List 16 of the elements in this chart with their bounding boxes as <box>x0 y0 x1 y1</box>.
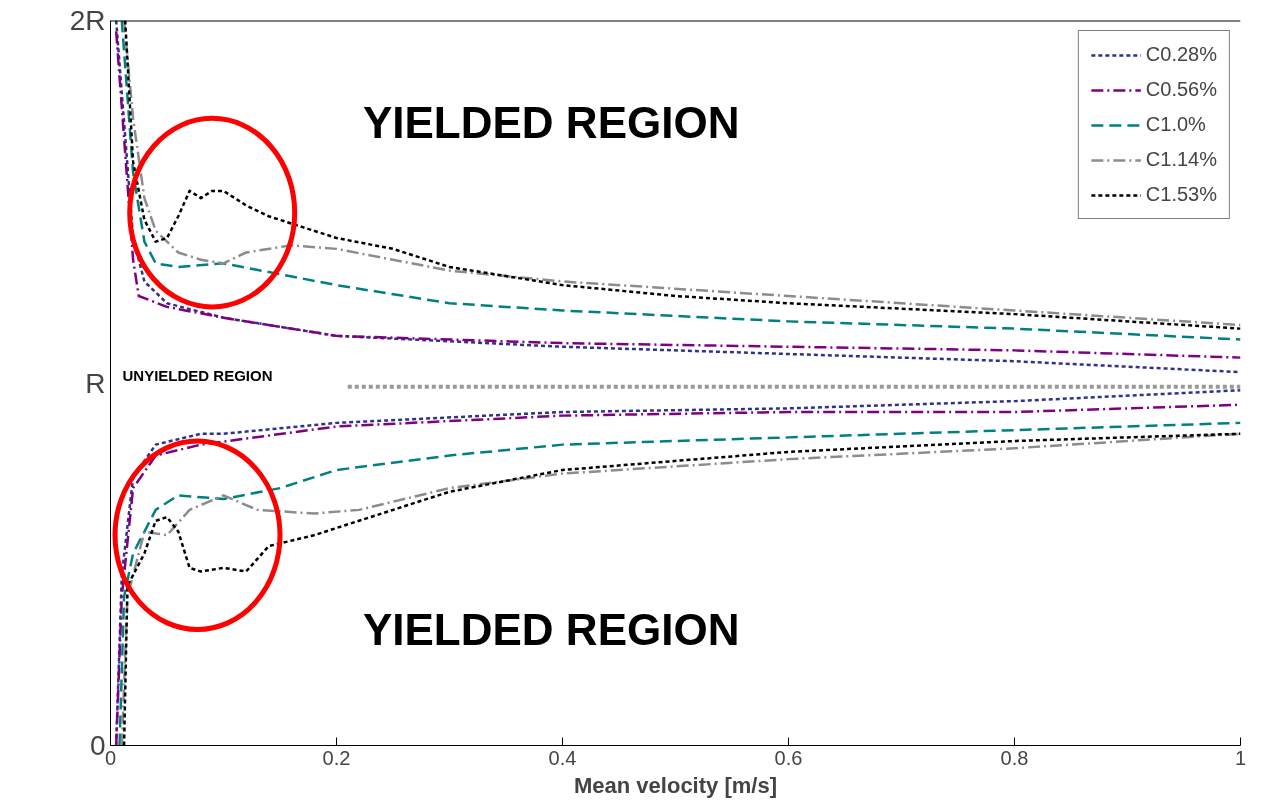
x-tick-label: 0.6 <box>774 746 803 769</box>
y-tick-label: R <box>85 367 106 399</box>
x-axis-title: Mean velocity [m/s] <box>574 772 777 798</box>
x-tick-label: 0.4 <box>548 746 577 769</box>
annotation: YIELDED REGION <box>362 605 740 654</box>
y-tick-label: 2R <box>69 5 106 36</box>
legend-label: C0.28% <box>1145 43 1217 66</box>
legend-label: C1.53% <box>1145 183 1217 206</box>
annotation: UNYIELDED REGION <box>122 367 273 385</box>
x-tick-label: 0.8 <box>1000 746 1029 769</box>
x-tick-label: 0.2 <box>322 746 351 769</box>
legend-label: C0.56% <box>1145 78 1217 101</box>
legend-label: C1.0% <box>1145 113 1206 136</box>
annotation: YIELDED REGION <box>362 97 740 147</box>
x-tick-label: 1 <box>1234 746 1247 769</box>
legend-label: C1.14% <box>1145 148 1217 171</box>
